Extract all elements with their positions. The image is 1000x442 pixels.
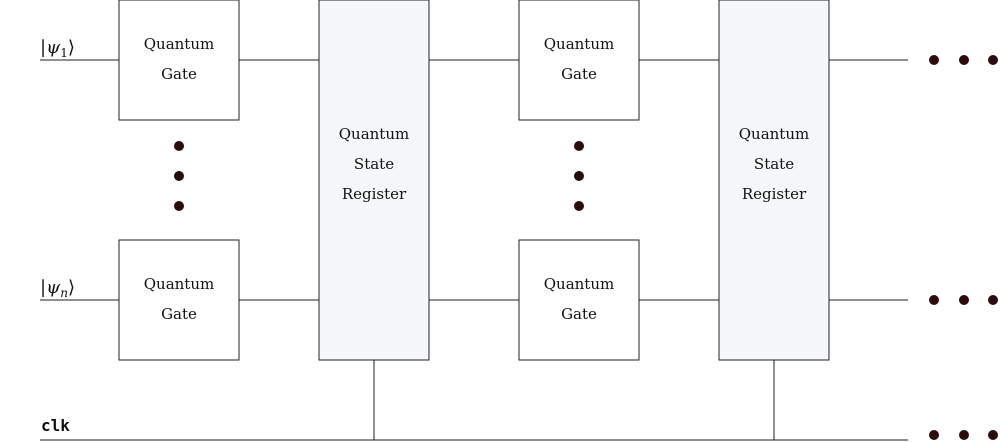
- continuation-clock-dot-3: [988, 430, 998, 440]
- continuation-bottom-dot-2: [959, 295, 969, 305]
- continuation-clock-dot-1: [929, 430, 939, 440]
- input-label-psi-1: |ψ1⟩: [40, 37, 75, 60]
- quantum-state-register-2: [718, 0, 830, 361]
- continuation-clock-dot-2: [959, 430, 969, 440]
- register-2-label-line3: Register: [742, 185, 807, 203]
- quantum-gate-1-bottom: [118, 239, 240, 361]
- continuation-bottom-dot-1: [929, 295, 939, 305]
- vertical-ellipsis-1-dot-2: [174, 171, 184, 181]
- gate-1-bottom-label-line2: Gate: [161, 305, 197, 323]
- vertical-ellipsis-2-dot-3: [574, 201, 584, 211]
- gate-2-top-label-line2: Gate: [561, 65, 597, 83]
- quantum-gate-1-top: [118, 0, 240, 121]
- gate-2-top-label-line1: Quantum: [544, 35, 614, 53]
- register-2-label-line2: State: [754, 155, 794, 173]
- quantum-state-register-1: [318, 0, 430, 361]
- input-label-psi-n: |ψn⟩: [40, 277, 75, 300]
- vertical-ellipsis-1-dot-1: [174, 141, 184, 151]
- gate-1-bottom-label-line1: Quantum: [144, 275, 214, 293]
- vertical-ellipsis-2-dot-1: [574, 141, 584, 151]
- clock-label: clk: [41, 416, 70, 435]
- vertical-ellipsis-2-dot-2: [574, 171, 584, 181]
- register-1-label-line1: Quantum: [339, 125, 409, 143]
- vertical-ellipsis-1-dot-3: [174, 201, 184, 211]
- gate-1-top-label-line1: Quantum: [144, 35, 214, 53]
- register-2-label-line1: Quantum: [739, 125, 809, 143]
- quantum-gate-2-bottom: [518, 239, 640, 361]
- continuation-top-dot-1: [929, 55, 939, 65]
- quantum-gate-2-top: [518, 0, 640, 121]
- gate-2-bottom-label-line2: Gate: [561, 305, 597, 323]
- continuation-top-dot-2: [959, 55, 969, 65]
- continuation-top-dot-3: [988, 55, 998, 65]
- register-1-label-line2: State: [354, 155, 394, 173]
- gate-1-top-label-line2: Gate: [161, 65, 197, 83]
- gate-2-bottom-label-line1: Quantum: [544, 275, 614, 293]
- continuation-bottom-dot-3: [988, 295, 998, 305]
- register-1-label-line3: Register: [342, 185, 407, 203]
